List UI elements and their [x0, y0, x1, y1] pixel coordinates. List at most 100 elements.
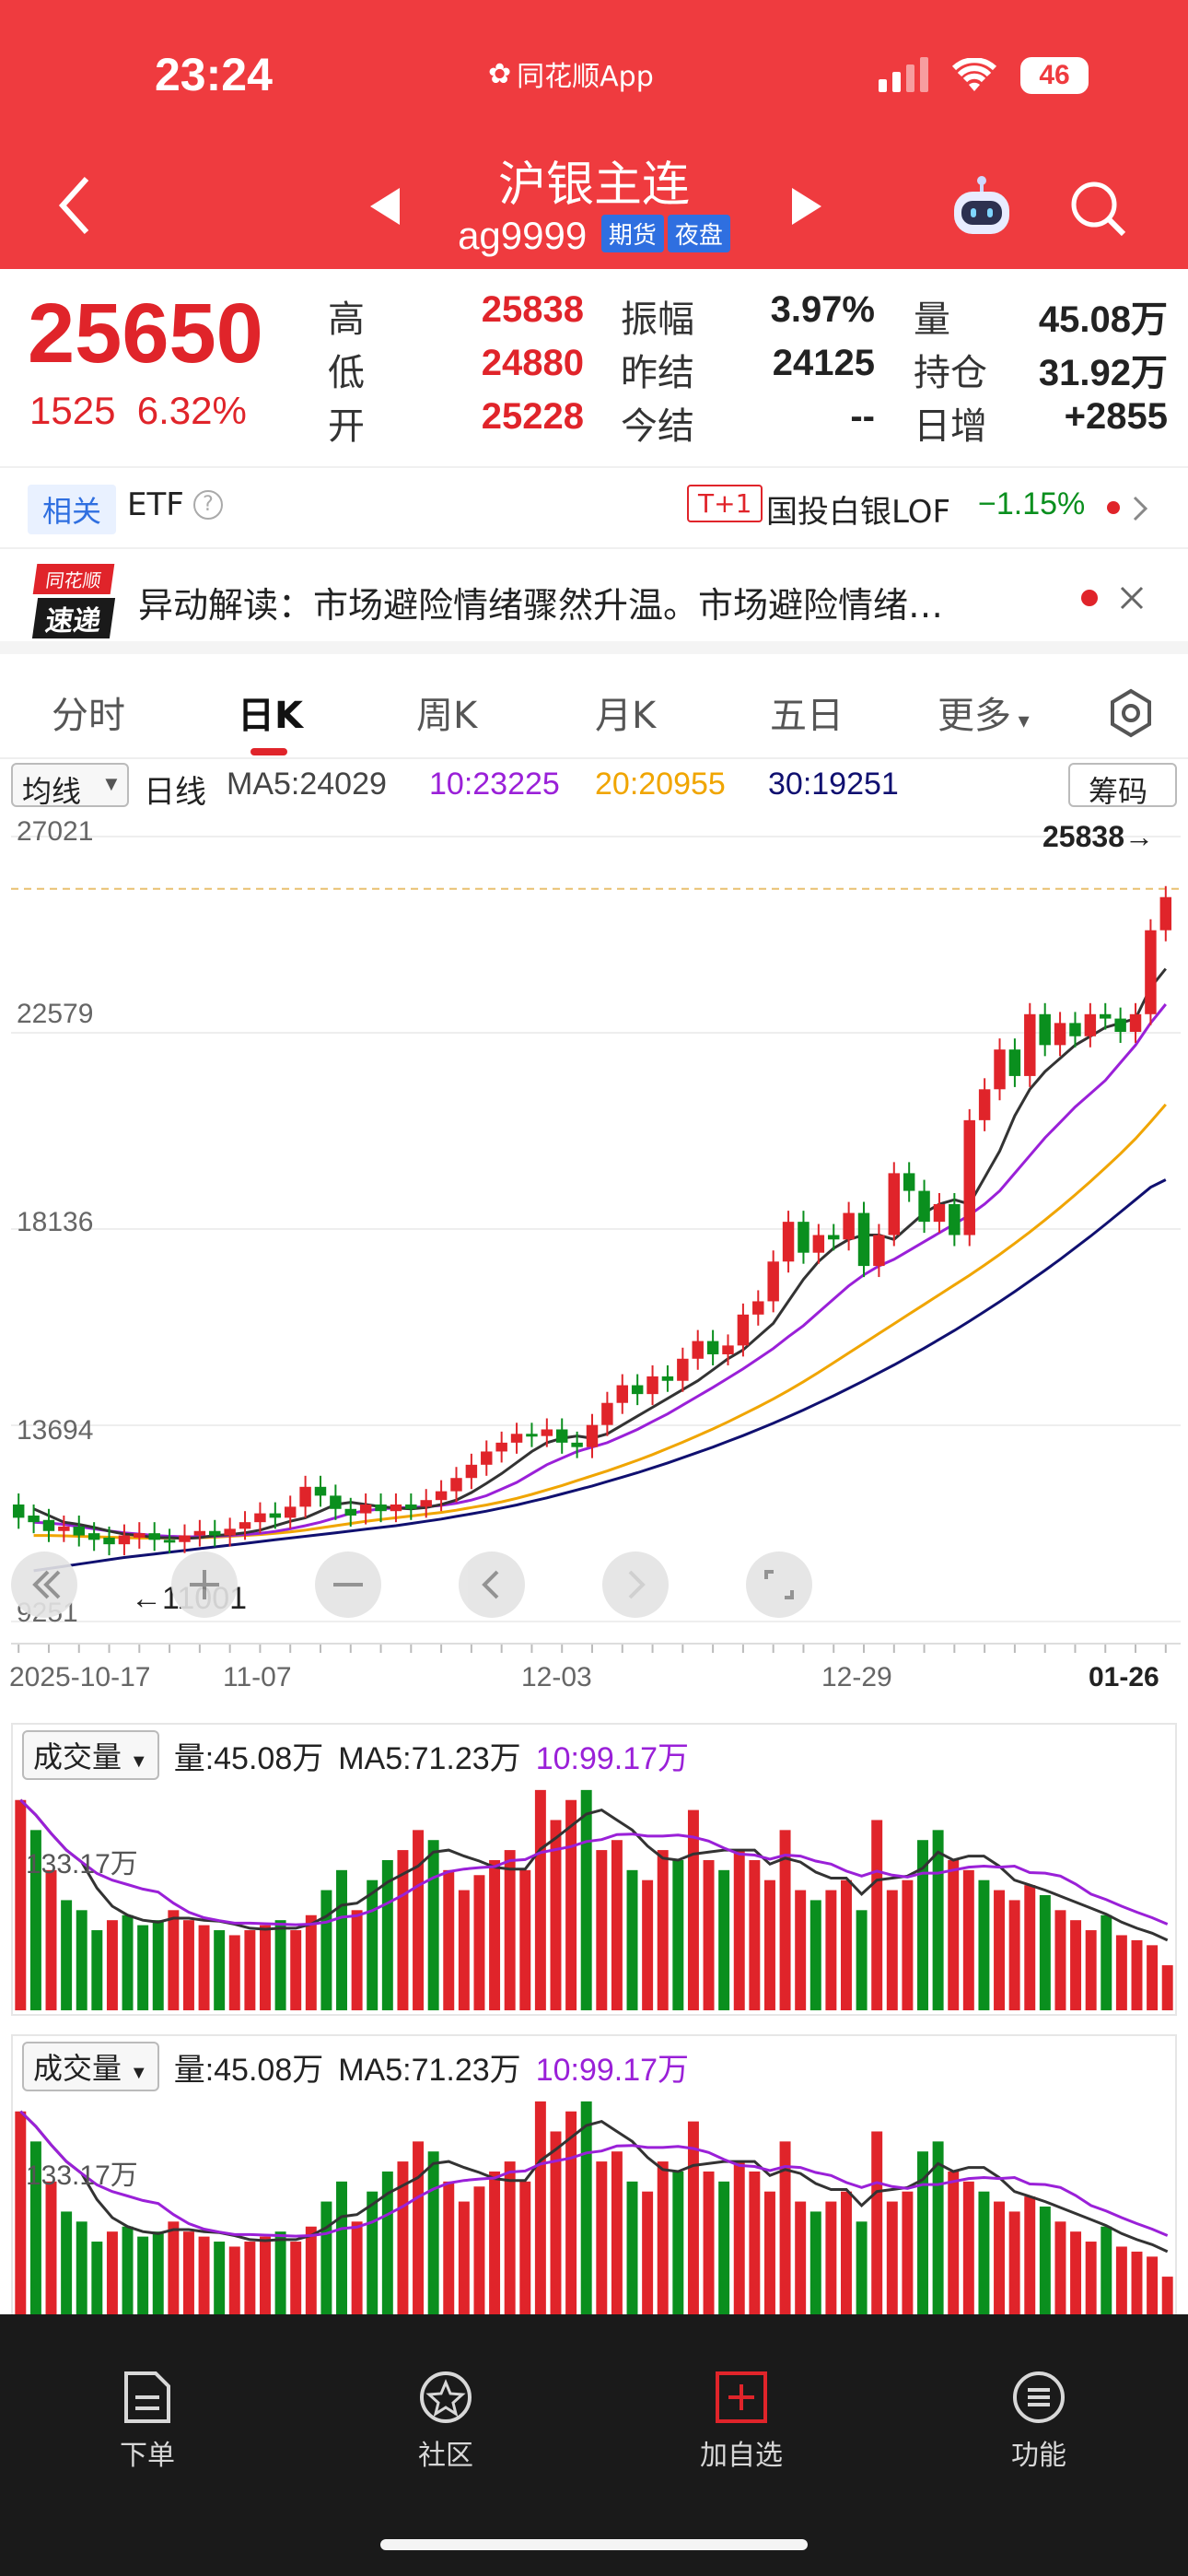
volume-bar	[244, 1930, 256, 2010]
candle	[601, 1402, 613, 1425]
volume-bar	[642, 1879, 654, 2010]
volume-axis-label: 133.17万	[26, 1849, 138, 1879]
candle	[1114, 1018, 1126, 1032]
chip-button[interactable]: 筹码	[1068, 763, 1177, 808]
tabbar-functions[interactable]: 功能	[965, 2370, 1112, 2473]
volume-bar	[978, 2191, 990, 2322]
prev-label: 昨结	[621, 352, 694, 394]
close-icon[interactable]	[1118, 584, 1146, 612]
candle	[978, 1089, 991, 1120]
tab-week-k[interactable]: 周K	[416, 695, 478, 737]
ma-select[interactable]: 均线 ▼	[11, 763, 129, 808]
candle	[782, 1222, 795, 1262]
volume-bar	[381, 1859, 393, 2010]
candle	[1054, 1023, 1066, 1046]
news-banner[interactable]: 同花顺 速递 异动解读：市场避险情绪骤然升温。市场避险情绪…	[0, 547, 1188, 654]
volume-chart[interactable]	[13, 2036, 1175, 2325]
volume-chart[interactable]	[13, 1725, 1175, 2014]
unread-dot-icon	[1081, 590, 1098, 606]
candle	[1008, 1049, 1021, 1076]
bottom-tabbar: 下单 社区 加自选 功能	[0, 2314, 1188, 2576]
page-title: 沪银主连	[497, 158, 690, 213]
tab-more[interactable]: 更多 ▾	[938, 695, 1030, 737]
candle	[193, 1530, 206, 1536]
volume-bar	[458, 2201, 470, 2322]
volume-bar	[550, 1820, 562, 2010]
volume-bar	[519, 2181, 531, 2322]
candle	[134, 1533, 146, 1538]
last-price: 25650	[28, 287, 263, 381]
volume-bar	[1054, 1910, 1066, 2010]
candle	[706, 1341, 719, 1354]
search-icon[interactable]	[1068, 179, 1129, 240]
step-right-icon[interactable]	[602, 1551, 669, 1618]
zoom-out-icon[interactable]	[315, 1551, 381, 1618]
related-etf-row[interactable]: 相关 ETF ? T+1 国投白银LOF −1.15%	[0, 466, 1188, 547]
ma30-line	[33, 1178, 1167, 1573]
x-tick-label: 12-03	[521, 1662, 592, 1692]
volume-bar	[76, 1910, 87, 2010]
tab-day-k[interactable]: 日K	[238, 695, 303, 737]
candle	[857, 1212, 870, 1267]
next-contract-icon[interactable]	[792, 188, 821, 225]
candle	[450, 1478, 462, 1492]
scroll-left-icon[interactable]	[11, 1551, 77, 1618]
volume-bar	[779, 2141, 791, 2322]
tabbar-add-watchlist[interactable]: 加自选	[668, 2370, 815, 2473]
candle	[1100, 1013, 1112, 1019]
volume-panel-1: 成交量 ▼ 量:45.08万 MA5:71.23万 10:99.17万 133.…	[11, 1723, 1177, 2016]
zoom-in-icon[interactable]	[171, 1551, 238, 1618]
fullscreen-icon[interactable]	[746, 1551, 812, 1618]
tab-fenshi[interactable]: 分时	[52, 695, 125, 737]
volume-bar	[152, 1920, 164, 2010]
candle	[903, 1173, 915, 1191]
volume-bar	[214, 2242, 226, 2322]
volume-bar	[626, 1869, 638, 2010]
volume-legend: 成交量 ▼ 量:45.08万 MA5:71.23万 10:99.17万	[22, 1730, 689, 1780]
candlestick-chart[interactable]	[11, 814, 1181, 1662]
tab-five-day[interactable]: 五日	[770, 695, 844, 737]
volume-bar	[580, 1789, 592, 2010]
volume-bar	[596, 2161, 608, 2322]
candle	[87, 1533, 100, 1540]
fund-change: −1.15%	[978, 486, 1086, 521]
candle	[677, 1358, 689, 1381]
candle	[344, 1508, 356, 1516]
candle	[163, 1540, 176, 1543]
prev-contract-icon[interactable]	[370, 188, 400, 225]
volume-bar	[703, 2171, 715, 2322]
candle	[299, 1486, 311, 1507]
home-indicator	[380, 2539, 808, 2550]
volume-bar	[427, 2151, 439, 2322]
volume-bar	[1131, 1939, 1143, 2010]
settings-icon[interactable]	[1105, 687, 1157, 739]
back-icon[interactable]	[55, 173, 92, 238]
chevron-right-icon[interactable]	[1131, 496, 1149, 521]
app-badge-icon: ✿	[488, 57, 512, 90]
active-tab-indicator	[250, 748, 287, 755]
fund-name[interactable]: 国投白银LOF	[766, 494, 951, 531]
volume-bar	[290, 2242, 302, 2322]
tab-month-k[interactable]: 月K	[595, 695, 657, 737]
news-text[interactable]: 异动解读：市场避险情绪骤然升温。市场避险情绪…	[138, 585, 944, 626]
volume-select[interactable]: 成交量 ▼	[22, 1730, 159, 1780]
volume-bar	[489, 2171, 501, 2322]
volume-bar	[397, 1850, 409, 2010]
tabbar-order[interactable]: 下单	[74, 2370, 221, 2473]
open-label: 开	[328, 405, 365, 448]
max-marker: 25838→	[1042, 820, 1154, 853]
volume-bar	[1161, 2277, 1173, 2322]
candle	[375, 1504, 387, 1512]
help-icon[interactable]: ?	[193, 490, 223, 520]
volume-bar	[473, 1875, 485, 2010]
assistant-robot-icon[interactable]	[949, 173, 1015, 240]
tabbar-community[interactable]: 社区	[372, 2370, 519, 2473]
night-tag: 夜盘	[667, 215, 730, 252]
volume-select[interactable]: 成交量 ▼	[22, 2042, 159, 2091]
step-left-icon[interactable]	[459, 1551, 525, 1618]
candle	[465, 1464, 478, 1479]
ma20-line	[33, 1103, 1167, 1540]
volume-bar	[1039, 1895, 1051, 2010]
candle	[239, 1522, 251, 1529]
volume-bar	[841, 1879, 852, 2010]
